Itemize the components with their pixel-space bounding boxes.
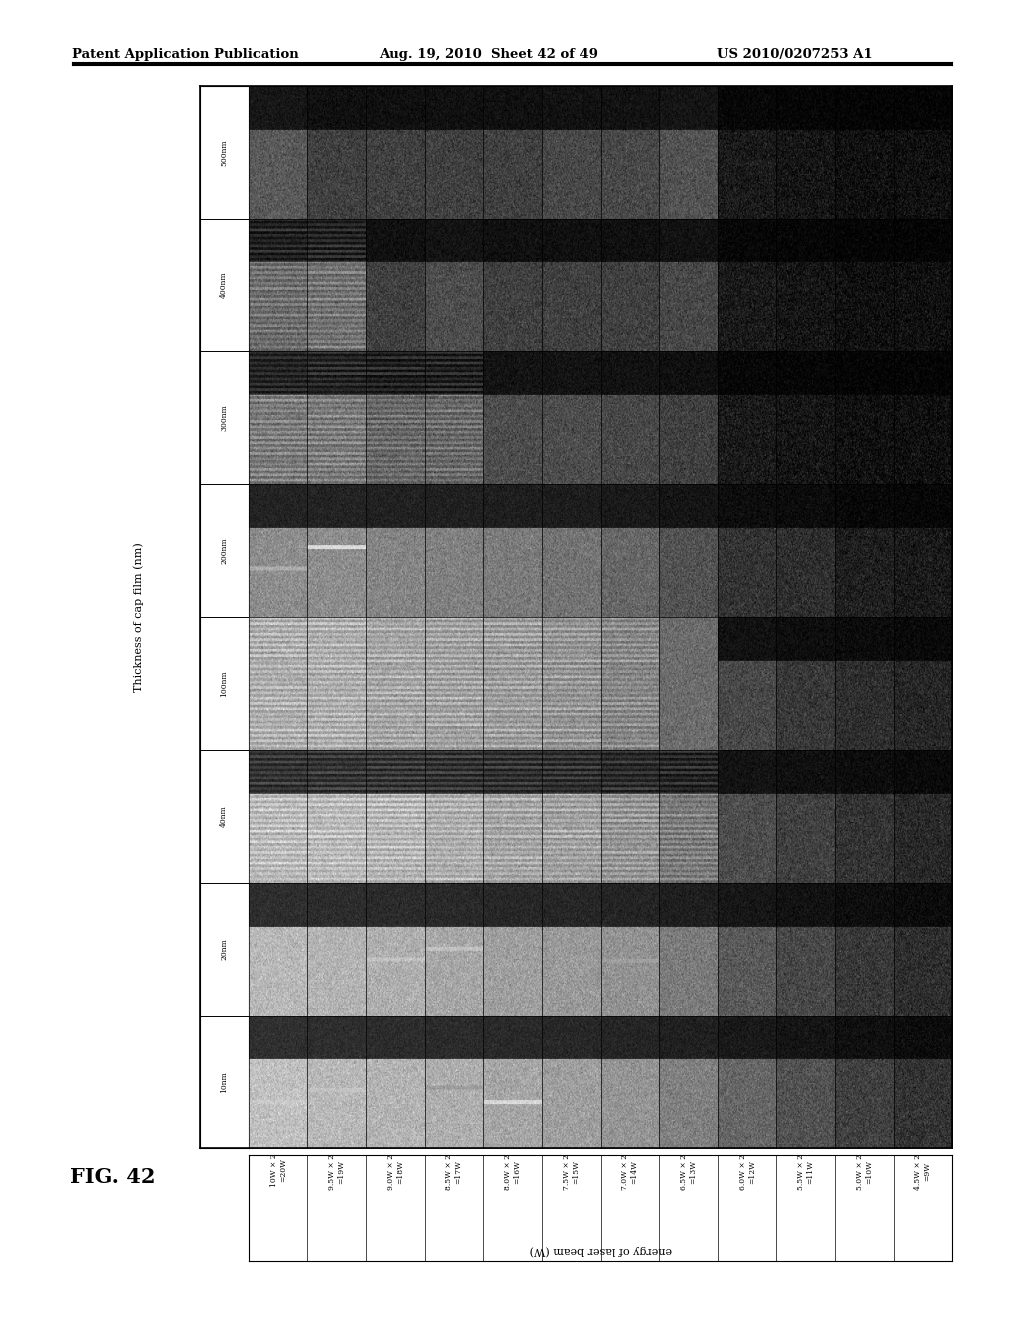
Text: Patent Application Publication: Patent Application Publication	[72, 48, 298, 61]
Text: 5.0W × 2
=10W: 5.0W × 2 =10W	[856, 1154, 873, 1189]
Text: 7.5W × 2
=15W: 7.5W × 2 =15W	[562, 1154, 580, 1189]
Text: FIG. 42: FIG. 42	[70, 1167, 155, 1188]
Text: 6.0W × 2
=12W: 6.0W × 2 =12W	[738, 1154, 756, 1189]
Text: 300nm: 300nm	[220, 404, 228, 432]
Text: 200nm: 200nm	[220, 537, 228, 564]
Text: 9.0W × 2
=18W: 9.0W × 2 =18W	[387, 1154, 404, 1189]
Text: 40nm: 40nm	[220, 805, 228, 828]
Text: 6.5W × 2
=13W: 6.5W × 2 =13W	[680, 1154, 697, 1189]
Text: 7.0W × 2
=14W: 7.0W × 2 =14W	[622, 1154, 639, 1189]
Text: 5.5W × 2
=11W: 5.5W × 2 =11W	[797, 1154, 814, 1189]
Text: 9.5W × 2
=19W: 9.5W × 2 =19W	[328, 1154, 345, 1189]
Text: 8.5W × 2
=17W: 8.5W × 2 =17W	[445, 1154, 463, 1189]
Text: Thickness of cap film (nm): Thickness of cap film (nm)	[133, 543, 143, 692]
Text: Aug. 19, 2010  Sheet 42 of 49: Aug. 19, 2010 Sheet 42 of 49	[379, 48, 598, 61]
Text: 4.5W × 2
=9W: 4.5W × 2 =9W	[914, 1154, 932, 1189]
Text: 400nm: 400nm	[220, 272, 228, 298]
Text: energy of laser beam (W): energy of laser beam (W)	[529, 1245, 672, 1255]
Text: 10nm: 10nm	[220, 1071, 228, 1093]
Text: 8.0W × 2
=16W: 8.0W × 2 =16W	[504, 1154, 521, 1189]
Text: 10W × 2
=20W: 10W × 2 =20W	[269, 1154, 287, 1187]
Text: 500nm: 500nm	[220, 139, 228, 165]
Text: US 2010/0207253 A1: US 2010/0207253 A1	[717, 48, 872, 61]
Text: 100nm: 100nm	[220, 671, 228, 697]
Text: 20nm: 20nm	[220, 939, 228, 960]
